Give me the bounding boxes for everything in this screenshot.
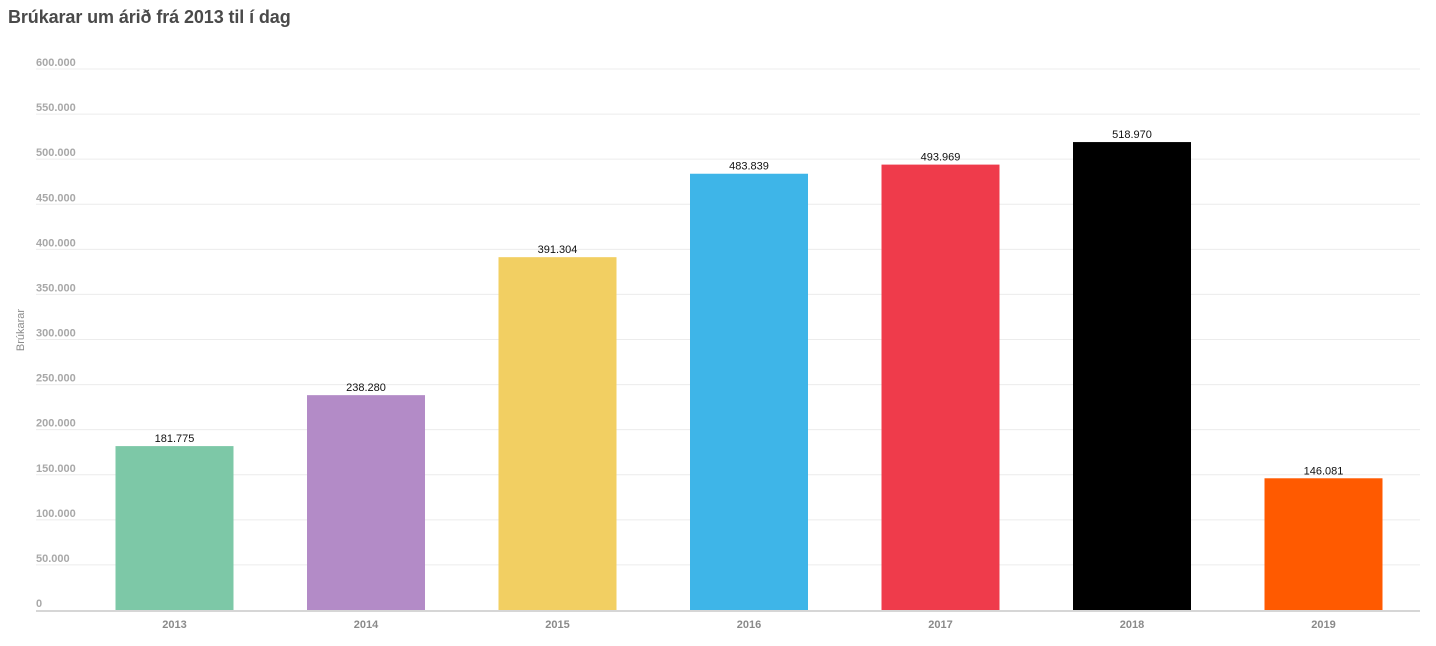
value-label-2019: 146.081 xyxy=(1304,465,1344,477)
y-tick-label: 100.000 xyxy=(36,508,76,520)
y-tick-label: 350.000 xyxy=(36,282,76,294)
value-label-2015: 391.304 xyxy=(538,244,578,256)
y-tick-label: 200.000 xyxy=(36,418,76,430)
value-labels: 181.775 238.280 391.304 483.839 493.969 518.9… xyxy=(155,129,1344,477)
bar-2014 xyxy=(307,395,425,610)
x-tick-label-2016: 2016 xyxy=(737,619,761,631)
x-tick-label-2017: 2017 xyxy=(928,619,952,631)
bar-2015 xyxy=(498,257,617,610)
y-tick-label: 550.000 xyxy=(36,102,76,114)
bar-2017 xyxy=(881,164,1000,610)
value-label-2013: 181.775 xyxy=(155,433,195,445)
x-tick-label-2013: 2013 xyxy=(162,619,186,631)
x-tick-label-2018: 2018 xyxy=(1120,619,1144,631)
x-tick-label-2015: 2015 xyxy=(545,619,569,631)
chart-title: Brúkarar um árið frá 2013 til í dag xyxy=(8,7,291,27)
bar-2019 xyxy=(1264,478,1383,610)
y-tick-label: 600.000 xyxy=(36,57,76,69)
x-tick-label-2019: 2019 xyxy=(1311,619,1335,631)
y-tick-label: 400.000 xyxy=(36,237,76,249)
value-label-2016: 483.839 xyxy=(729,161,769,173)
y-tick-label: 500.000 xyxy=(36,147,76,159)
bar-2018 xyxy=(1073,142,1191,610)
value-label-2018: 518.970 xyxy=(1112,129,1152,141)
y-tick-label: 450.000 xyxy=(36,192,76,204)
y-tick-label: 0 xyxy=(36,598,42,610)
y-tick-label: 150.000 xyxy=(36,463,76,475)
value-label-2014: 238.280 xyxy=(346,382,386,394)
x-axis-ticks: 2013 2014 2015 2016 2017 2018 2019 xyxy=(162,619,1335,631)
y-tick-label: 50.000 xyxy=(36,553,70,565)
value-label-2017: 493.969 xyxy=(921,152,961,164)
bar-2013 xyxy=(115,446,234,610)
bar-2016 xyxy=(690,173,808,610)
bars xyxy=(115,142,1383,610)
y-tick-label: 300.000 xyxy=(36,328,76,340)
x-tick-label-2014: 2014 xyxy=(354,619,379,631)
y-axis-ticks: 0 50.000 100.000 150.000 200.000 250.000 300.0… xyxy=(36,57,76,610)
y-tick-label: 250.000 xyxy=(36,373,76,385)
